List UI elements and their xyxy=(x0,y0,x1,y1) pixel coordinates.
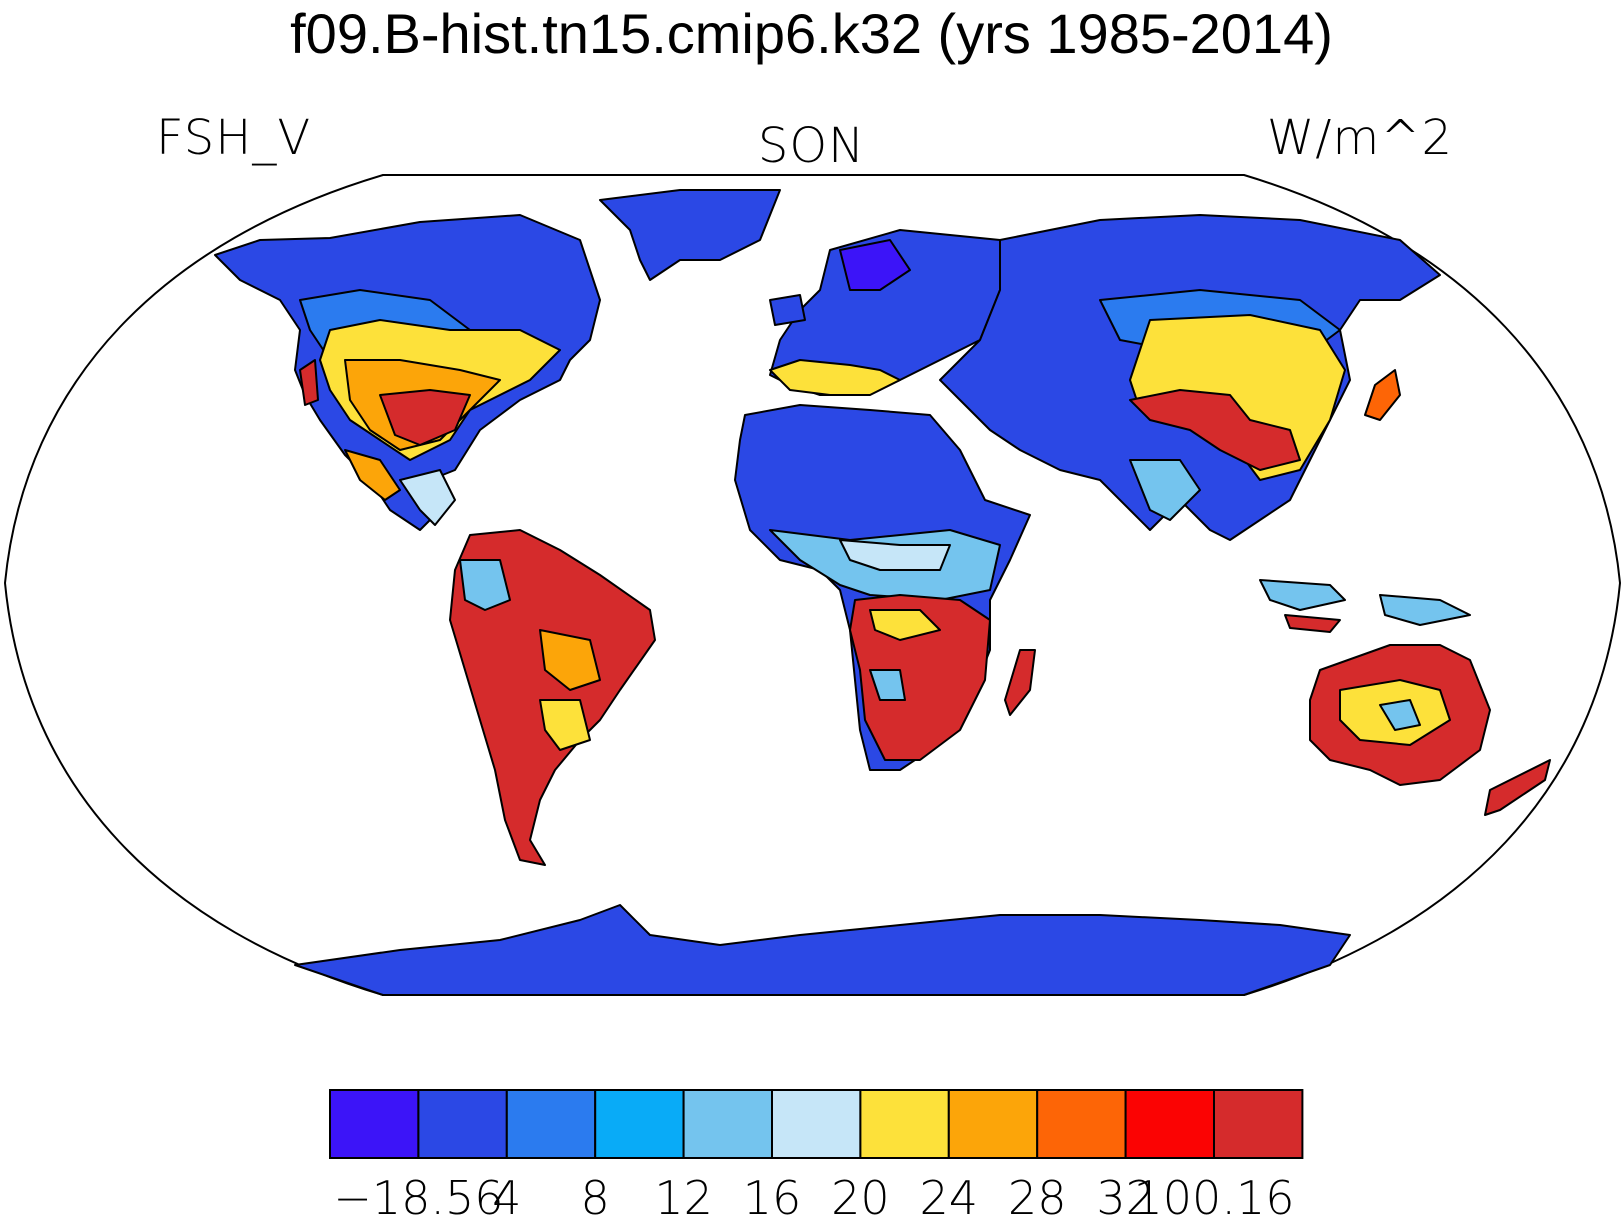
greenland xyxy=(599,189,781,281)
antarctica xyxy=(294,904,1351,996)
indonesia xyxy=(1259,579,1346,611)
colorbar-tick-label: 8 xyxy=(581,1171,610,1218)
new-zealand xyxy=(1484,759,1551,816)
japan xyxy=(1364,369,1401,421)
colorbar-tick-label: 28 xyxy=(1008,1171,1067,1218)
colorbar-tick-label: 32 xyxy=(1096,1171,1155,1218)
map-title: f09.B-hist.tn15.cmip6.k32 (yrs 1985-2014… xyxy=(290,2,1333,65)
south-america xyxy=(449,529,656,866)
colorbar-swatch xyxy=(682,1089,773,1159)
colorbar-tick-label: 100.16 xyxy=(1134,1171,1295,1218)
colorbar-tick-label: 24 xyxy=(920,1171,979,1218)
colorbar-swatch xyxy=(1213,1089,1304,1159)
units-label: W/m^2 xyxy=(1266,110,1453,166)
variable-label: FSH_V xyxy=(156,110,312,166)
colorbar-tick-label: 4 xyxy=(492,1171,521,1218)
land-masses xyxy=(214,189,1551,996)
colorbar-swatch xyxy=(329,1089,420,1159)
colorbar-swatch xyxy=(417,1089,508,1159)
colorbar-swatch xyxy=(859,1089,950,1159)
colorbar-swatch xyxy=(1036,1089,1127,1159)
colorbar-swatch xyxy=(947,1089,1039,1159)
madagascar xyxy=(1004,649,1036,716)
colorbar-tick-label: 20 xyxy=(831,1171,890,1218)
season-label: SON xyxy=(757,118,866,174)
colorbar-tick-label: 12 xyxy=(654,1171,713,1218)
colorbar-swatch xyxy=(1124,1089,1215,1159)
colorbar-swatch xyxy=(505,1089,597,1159)
colorbar-swatch xyxy=(594,1089,685,1159)
colorbar-tick-label: 16 xyxy=(743,1171,802,1218)
colorbar-tick-label: −18.56 xyxy=(333,1171,503,1218)
colorbar-swatch xyxy=(771,1089,862,1159)
